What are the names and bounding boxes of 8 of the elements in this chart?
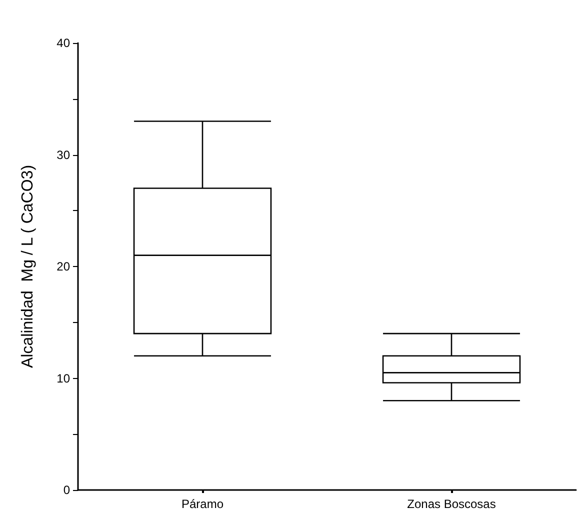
x-tick-label: Zonas Boscosas xyxy=(407,497,496,511)
y-tick-label: 40 xyxy=(56,36,70,50)
x-tick-label: Páramo xyxy=(181,497,224,511)
y-tick-label: 10 xyxy=(56,371,70,386)
y-tick-label: 0 xyxy=(63,483,70,497)
y-tick-label: 20 xyxy=(56,260,70,274)
y-axis-title: Alcalinidad Mg / L ( CaCO3) xyxy=(20,164,36,368)
y-tick-label: 30 xyxy=(56,148,70,162)
